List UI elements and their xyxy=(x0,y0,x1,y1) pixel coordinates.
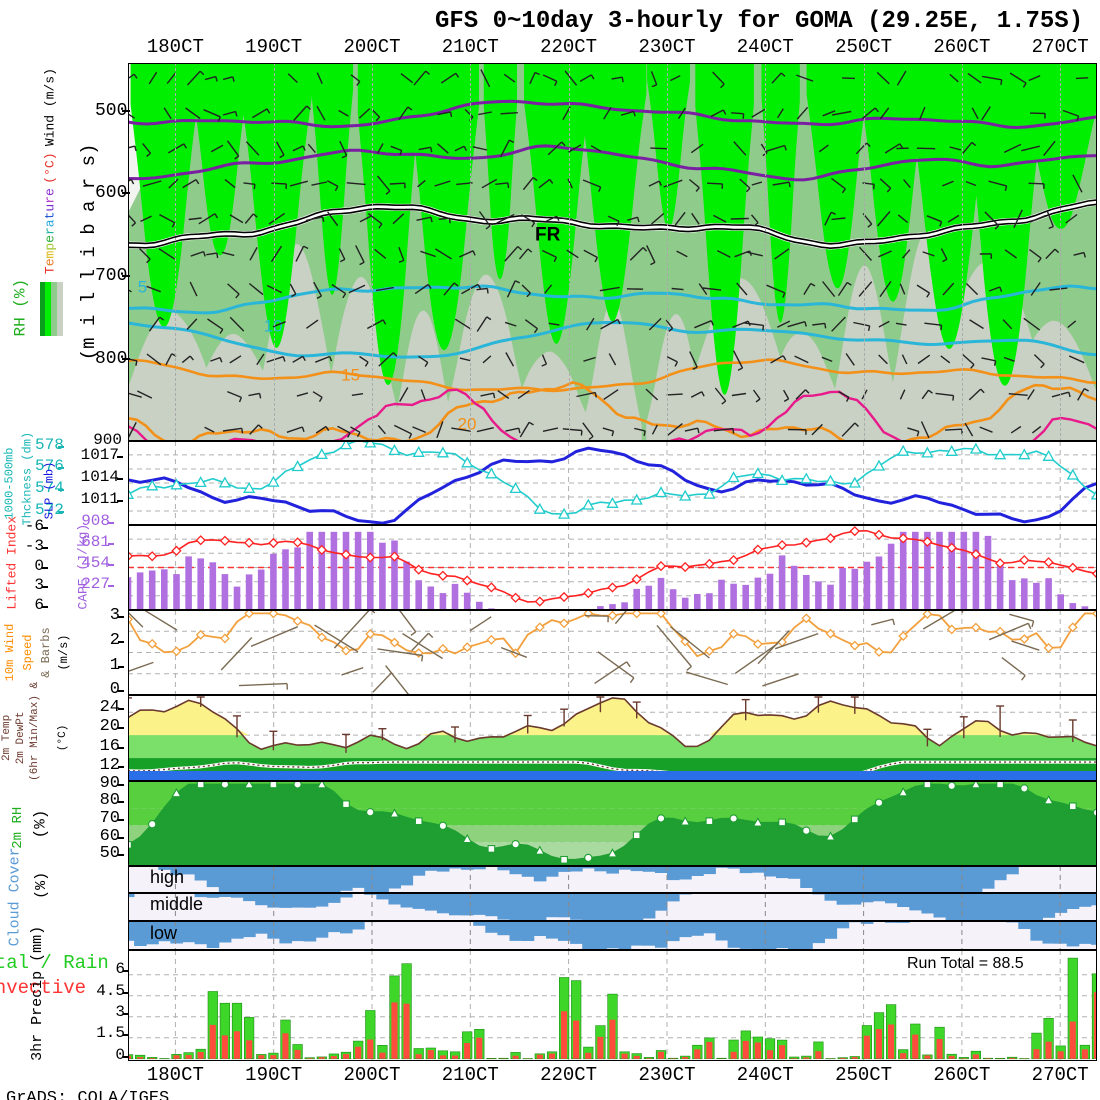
svg-text:FR: FR xyxy=(535,225,561,246)
svg-text:5: 5 xyxy=(138,278,147,297)
svg-text:Run Total = 88.5: Run Total = 88.5 xyxy=(907,955,1024,972)
svg-text:15: 15 xyxy=(341,366,360,385)
